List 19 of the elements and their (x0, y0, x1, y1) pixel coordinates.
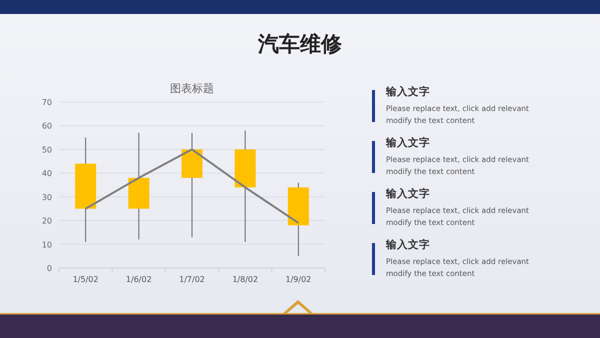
y-tick-label: 40 (42, 169, 52, 178)
y-tick-label: 50 (42, 145, 52, 154)
chart-subtitle: 图表标题 (170, 82, 214, 95)
y-tick-label: 20 (42, 216, 52, 226)
y-tick-label: 0 (46, 264, 52, 273)
chart-title: 汽车维修 (257, 32, 343, 56)
y-tick-label: 10 (42, 240, 52, 250)
text: 输入文字 (385, 136, 430, 149)
x-tick-label: 1/5/02 (72, 275, 98, 284)
y-tick-label: 60 (42, 122, 52, 131)
text: 输入文字 (385, 187, 430, 200)
text: 输入文字 (385, 238, 430, 251)
x-tick-label: 1/6/02 (126, 275, 152, 284)
x-tick-label: 1/8/02 (232, 275, 258, 284)
y-tick-label: 70 (42, 98, 52, 107)
x-tick-label: 1/7/02 (179, 275, 205, 284)
x-tick-label: 1/9/02 (286, 275, 312, 284)
y-tick-label: 30 (42, 192, 52, 202)
text: 输入文字 (385, 85, 430, 98)
